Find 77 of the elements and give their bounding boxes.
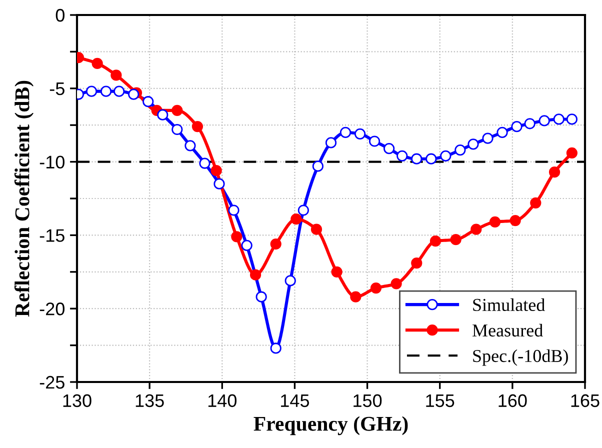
point [566, 147, 578, 159]
point [270, 238, 282, 250]
point [210, 165, 222, 176]
point [450, 234, 462, 246]
point [184, 140, 196, 152]
point [530, 197, 542, 208]
point [368, 136, 380, 147]
x-tick-label: 160 [498, 394, 527, 408]
point [454, 144, 466, 156]
point [199, 158, 210, 169]
point [110, 70, 122, 81]
point [510, 214, 521, 226]
point [172, 124, 183, 136]
point [284, 275, 296, 286]
point [192, 121, 204, 132]
point [172, 104, 183, 116]
x-tick-label: 145 [281, 394, 310, 408]
point [411, 153, 422, 164]
x-axis-title: Frequency (GHz) [254, 416, 408, 436]
point [511, 121, 522, 132]
point [298, 204, 309, 216]
y-tick-label: -10 [40, 156, 64, 169]
point [440, 150, 452, 162]
y-tick-label: -25 [40, 376, 64, 389]
point [231, 231, 242, 242]
point [384, 143, 395, 154]
point [396, 150, 408, 162]
point [411, 258, 422, 269]
y-tick-label: -15 [40, 229, 64, 242]
point [325, 137, 337, 148]
point [354, 128, 366, 140]
point [370, 282, 382, 294]
x-tick-label: 150 [354, 394, 382, 408]
point [100, 86, 112, 97]
point [489, 216, 501, 228]
point [496, 126, 508, 138]
point [250, 269, 262, 280]
legend-label: Simulated [473, 298, 545, 312]
point [157, 109, 168, 120]
point [290, 213, 302, 225]
point [241, 240, 252, 252]
x-tick-label: 155 [426, 394, 454, 408]
point [128, 88, 140, 100]
x-tick-label: 140 [208, 394, 236, 408]
point [114, 86, 125, 97]
point [270, 342, 282, 354]
point [331, 266, 342, 278]
point [468, 138, 479, 150]
point [256, 291, 267, 302]
legend-label: Spec.(-10dB) [473, 349, 568, 366]
point [430, 236, 442, 247]
y-tick-label: -20 [40, 302, 64, 316]
point [86, 86, 98, 97]
y-tick-label: 0 [56, 8, 64, 22]
point [142, 96, 154, 108]
point [524, 118, 536, 130]
point [310, 224, 322, 235]
point [340, 126, 352, 138]
point [482, 132, 494, 144]
point [214, 178, 225, 190]
point [553, 114, 564, 125]
point [538, 115, 550, 126]
point [566, 114, 578, 125]
y-tick-label: -5 [50, 82, 64, 96]
point [470, 224, 482, 235]
point [312, 160, 324, 172]
x-tick-label: 165 [571, 394, 600, 408]
point [390, 278, 402, 290]
point [92, 58, 103, 69]
point [426, 153, 437, 164]
legend-label: Measured [472, 324, 543, 337]
point [548, 166, 560, 178]
y-axis-title: Reflection Coefficient (dB) [14, 80, 34, 317]
point [228, 204, 240, 216]
point [350, 291, 362, 302]
x-tick-label: 135 [136, 394, 164, 408]
x-tick-label: 130 [63, 394, 92, 408]
